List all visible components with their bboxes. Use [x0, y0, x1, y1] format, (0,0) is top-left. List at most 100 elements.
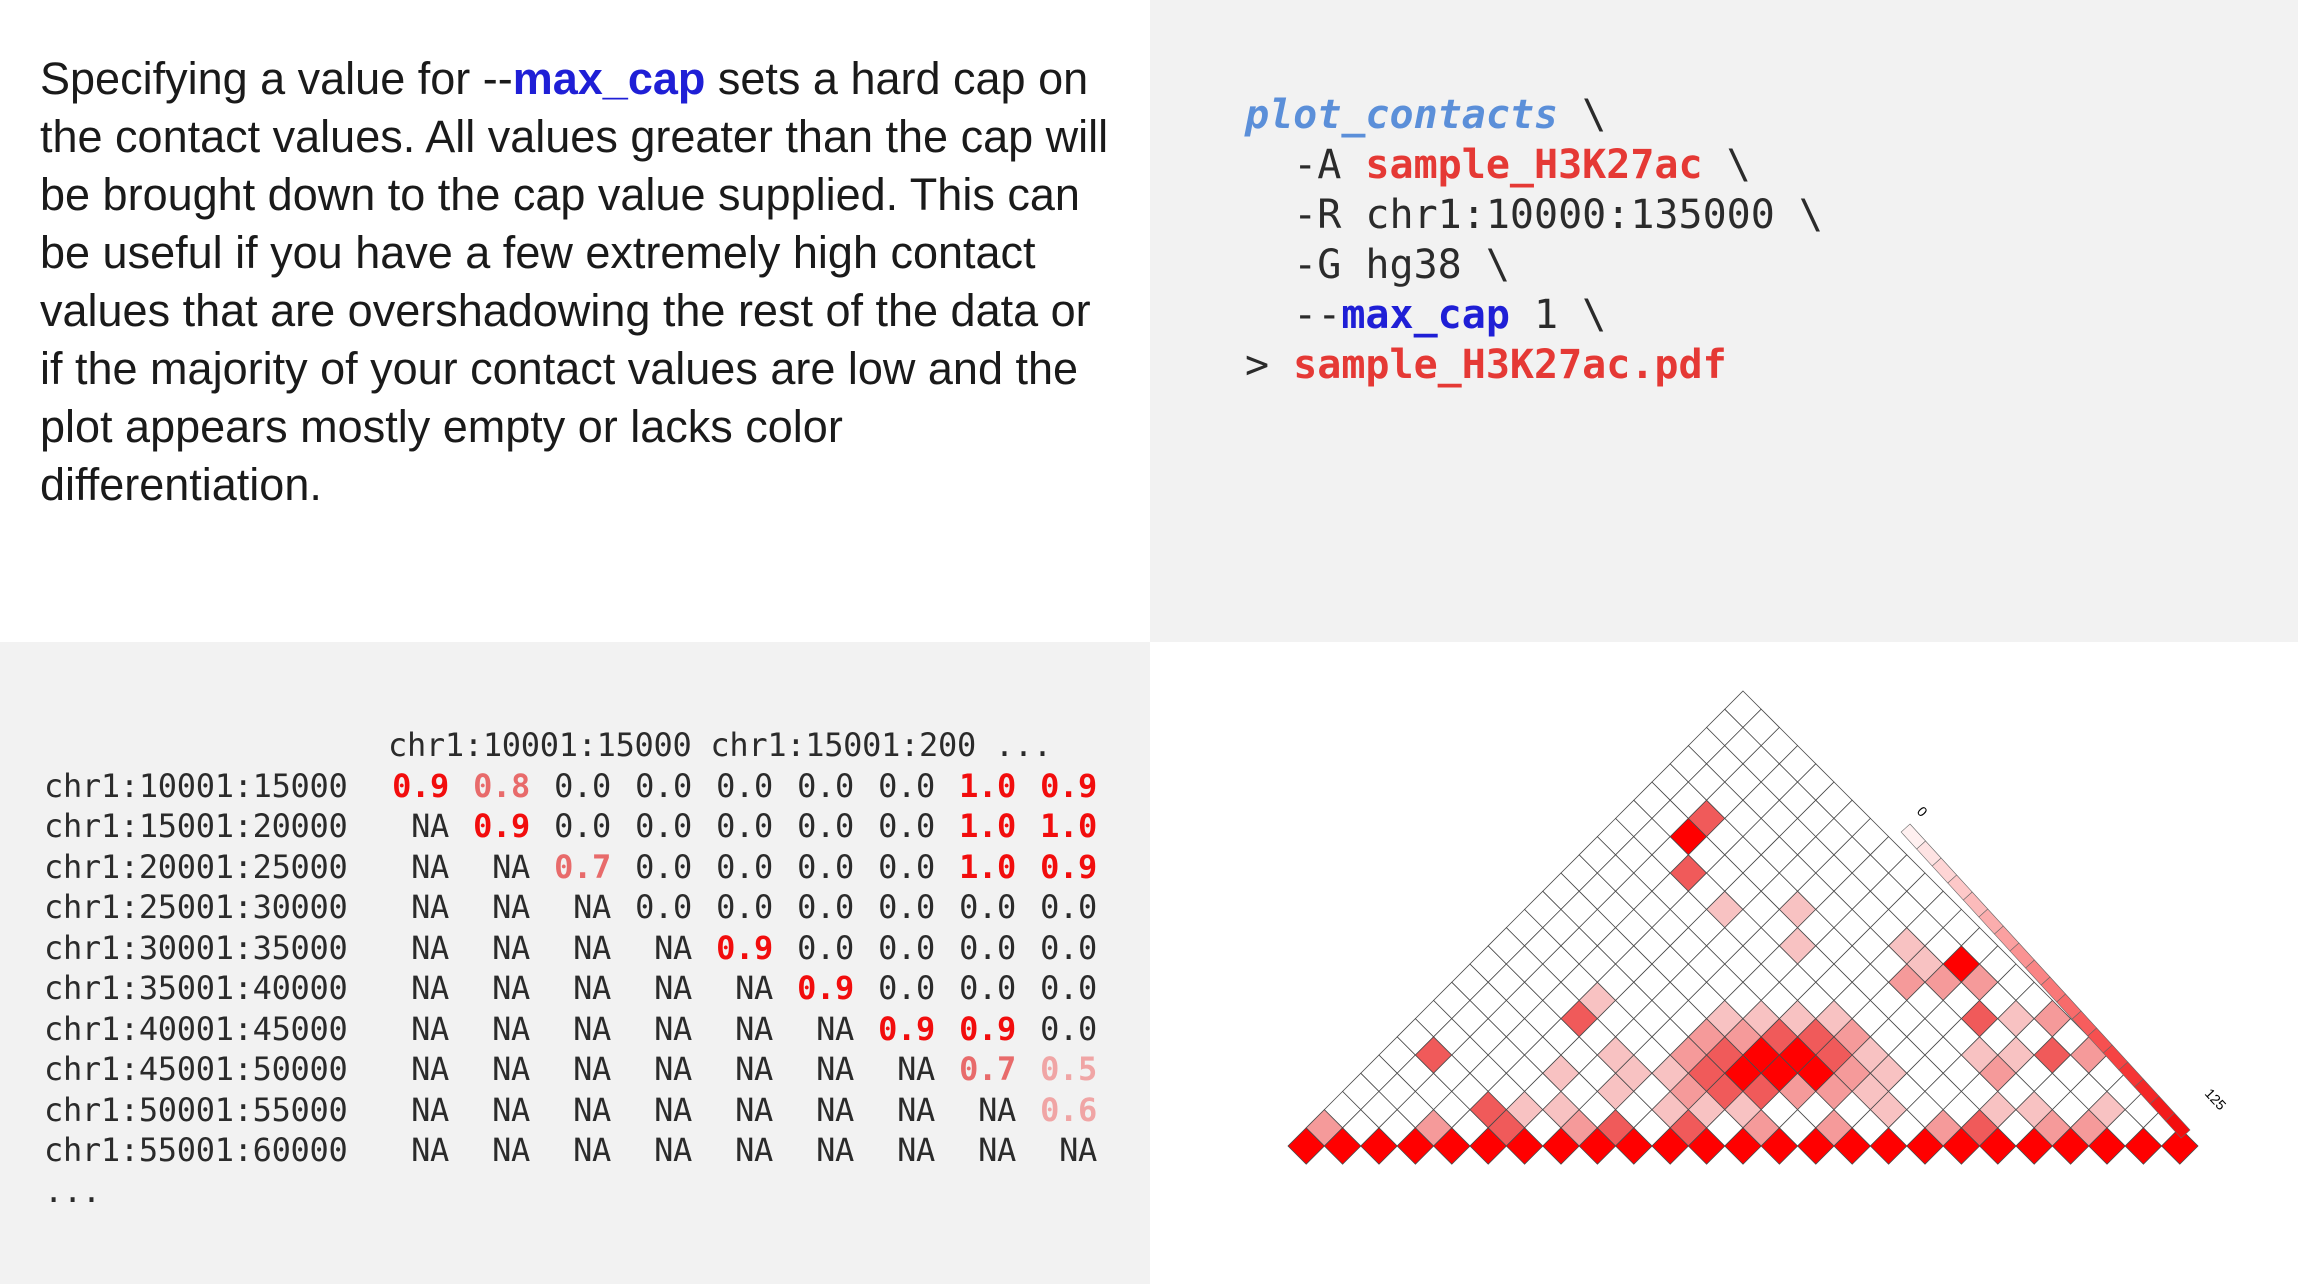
matrix-cell: 1.0: [1040, 807, 1097, 845]
matrix-cell: NA: [492, 1090, 530, 1129]
matrix-cell: NA: [411, 928, 449, 967]
matrix-cell: 0.9: [959, 1009, 1016, 1048]
matrix-cell: NA: [735, 969, 773, 1007]
matrix-cell: NA: [735, 1050, 773, 1088]
redirect: >: [1245, 342, 1294, 388]
matrix-cell: NA: [897, 1131, 935, 1169]
matrix-cell: NA: [411, 847, 449, 886]
matrix-cell: 0.9: [878, 1009, 935, 1048]
matrix-cell: NA: [411, 1050, 449, 1088]
description-text: Specifying a value for --max_cap sets a …: [40, 50, 1120, 514]
matrix-cell: NA: [492, 1050, 530, 1088]
matrix-cell: 0.0: [797, 766, 854, 805]
matrix-cell: 0.0: [554, 766, 611, 805]
description-panel: [0, 0, 1150, 642]
command-panel: [1150, 0, 2298, 642]
matrix-cell: 0.0: [635, 766, 692, 805]
g-line: -G hg38 \: [1293, 242, 1510, 288]
matrix-cell: 0.9: [473, 807, 530, 845]
matrix-cell: 0.0: [878, 969, 935, 1007]
contact-heatmap: 0 125: [1287, 690, 2230, 1165]
matrix-cell: NA: [492, 1009, 530, 1048]
matrix-cell: 0.0: [635, 807, 692, 845]
matrix-cell: 0.0: [797, 807, 854, 845]
matrix-cell: 0.9: [392, 766, 449, 805]
matrix-row: chr1:20001:25000 NA NA 0.7 0.0 0.0 0.0 0.0 1.0 0.…: [44, 847, 1097, 888]
matrix-cell: NA: [492, 928, 530, 967]
matrix-cell: 0.0: [878, 888, 935, 926]
matrix-row: chr1:15001:20000 NA 0.9 0.0 0.0 0.0 0.0 0.0 1.0 1…: [44, 806, 1097, 847]
matrix-cell: NA: [897, 1050, 935, 1088]
cap-value: 1 \: [1509, 292, 1607, 338]
cap-flag: max_cap: [1341, 292, 1510, 338]
matrix-cell: 0.6: [1040, 1090, 1097, 1129]
matrix-cell: 0.9: [797, 969, 854, 1007]
matrix-cell: NA: [492, 847, 530, 886]
contact-matrix: chr1:10001:15000 chr1:15001:200 ... chr1:…: [44, 725, 1097, 1211]
matrix-row: chr1:45001:50000 NA NA NA NA NA NA NA 0.7 0.5: [44, 1049, 1097, 1090]
matrix-row-label: chr1:45001:50000: [44, 1050, 348, 1088]
matrix-cell: 0.0: [716, 888, 773, 926]
matrix-cell: 0.0: [1040, 969, 1097, 1007]
matrix-cell: 0.7: [554, 847, 611, 886]
matrix-cell: 0.9: [716, 928, 773, 967]
matrix-cell: NA: [735, 1131, 773, 1169]
matrix-row-label: chr1:55001:60000: [44, 1131, 348, 1169]
matrix-cell: 0.0: [959, 969, 1016, 1007]
matrix-cell: NA: [897, 1090, 935, 1129]
matrix-cell: 0.9: [1040, 847, 1097, 886]
matrix-cell: 0.0: [1040, 928, 1097, 967]
a-value: sample_H3K27ac: [1365, 142, 1703, 188]
matrix-cell: NA: [735, 1090, 773, 1129]
matrix-cell: 0.9: [1040, 766, 1097, 805]
matrix-cell: 0.7: [959, 1050, 1016, 1088]
command-block: plot_contacts \ -A sample_H3K27ac \ -R c…: [1245, 90, 1823, 390]
matrix-cell: NA: [573, 1050, 611, 1088]
matrix-cell: 0.0: [554, 807, 611, 845]
matrix-row: chr1:40001:45000 NA NA NA NA NA NA 0.9 0.9 0.0: [44, 1009, 1097, 1050]
command-continuation: \: [1558, 92, 1607, 138]
matrix-row-label: chr1:20001:25000: [44, 847, 348, 886]
matrix-cell: NA: [573, 969, 611, 1007]
cap-dashes: --: [1293, 292, 1342, 338]
matrix-row: chr1:50001:55000 NA NA NA NA NA NA NA NA 0.6: [44, 1090, 1097, 1131]
matrix-cell: NA: [978, 1090, 1016, 1129]
matrix-row-label: chr1:30001:35000: [44, 928, 348, 967]
matrix-cell: 0.0: [878, 766, 935, 805]
colorbar-segment: [2165, 1112, 2191, 1139]
matrix-cell: 0.5: [1040, 1050, 1097, 1088]
matrix-cell: NA: [654, 1090, 692, 1129]
matrix-cell: 0.0: [716, 807, 773, 845]
matrix-cell: 0.0: [635, 847, 692, 886]
matrix-cell: NA: [411, 969, 449, 1007]
matrix-cell: NA: [411, 1131, 449, 1169]
matrix-row-label: chr1:15001:20000: [44, 807, 348, 845]
matrix-cell: 0.0: [878, 807, 935, 845]
matrix-cell: NA: [492, 969, 530, 1007]
matrix-panel: [0, 642, 1150, 1284]
matrix-cell: 0.0: [1040, 1009, 1097, 1048]
matrix-cell: NA: [573, 888, 611, 926]
matrix-cell: NA: [654, 928, 692, 967]
max-cap-highlight: max_cap: [512, 53, 706, 104]
matrix-cell: 0.0: [878, 847, 935, 886]
a-continuation: \: [1702, 142, 1751, 188]
matrix-cell: NA: [1059, 1131, 1097, 1169]
matrix-cell: NA: [816, 1050, 854, 1088]
matrix-cell: NA: [411, 1090, 449, 1129]
matrix-cell: 1.0: [959, 847, 1016, 886]
matrix-cell: 0.0: [959, 888, 1016, 926]
matrix-cell: NA: [573, 928, 611, 967]
matrix-cell: NA: [492, 888, 530, 926]
matrix-cell: 0.0: [716, 847, 773, 886]
matrix-cell: NA: [654, 1050, 692, 1088]
matrix-cell: NA: [735, 1009, 773, 1048]
matrix-cell: NA: [573, 1009, 611, 1048]
matrix-cell: NA: [411, 888, 449, 926]
heatmap-cell: [2161, 1127, 2199, 1165]
matrix-row-label: chr1:10001:15000: [44, 766, 348, 805]
command-function: plot_contacts: [1245, 92, 1559, 138]
matrix-row: chr1:35001:40000 NA NA NA NA NA 0.9 0.0 0.0 0.0: [44, 968, 1097, 1009]
matrix-row-label: chr1:40001:45000: [44, 1009, 348, 1048]
matrix-cell: NA: [492, 1131, 530, 1169]
